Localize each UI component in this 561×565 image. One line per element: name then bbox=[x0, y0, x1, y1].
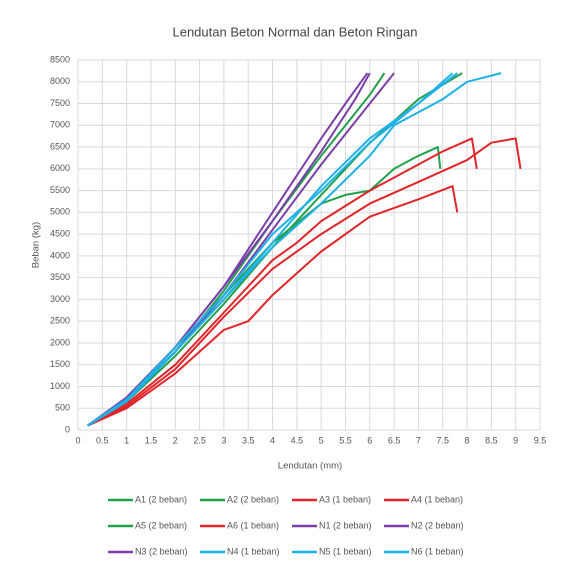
x-tick-label: 8.5 bbox=[485, 435, 498, 445]
legend-label: A4 (1 beban) bbox=[411, 494, 463, 504]
legend-label: N2 (2 beban) bbox=[411, 520, 464, 530]
x-tick-label: 3 bbox=[221, 435, 226, 445]
y-tick-label: 2000 bbox=[50, 337, 70, 347]
y-tick-label: 7500 bbox=[50, 98, 70, 108]
series-line bbox=[87, 137, 478, 427]
x-tick-label: 0.5 bbox=[96, 435, 109, 445]
y-tick-label: 5500 bbox=[50, 185, 70, 195]
y-tick-label: 500 bbox=[55, 403, 70, 413]
series-line bbox=[87, 72, 386, 427]
x-tick-label: 7 bbox=[416, 435, 421, 445]
series-line bbox=[87, 72, 454, 427]
y-tick-label: 1000 bbox=[50, 381, 70, 391]
legend-label: N6 (1 beban) bbox=[411, 546, 464, 556]
series-line bbox=[87, 72, 371, 427]
legend-label: N4 (1 beban) bbox=[227, 546, 280, 556]
x-tick-label: 6 bbox=[367, 435, 372, 445]
y-tick-label: 1500 bbox=[50, 359, 70, 369]
legend-label: A1 (2 beban) bbox=[135, 494, 187, 504]
legend-label: N3 (2 beban) bbox=[135, 546, 188, 556]
y-tick-label: 6500 bbox=[50, 141, 70, 151]
series-line bbox=[87, 137, 522, 427]
x-tick-label: 4.5 bbox=[291, 435, 304, 445]
y-tick-label: 8500 bbox=[50, 54, 70, 64]
x-tick-label: 6.5 bbox=[388, 435, 401, 445]
y-tick-label: 5000 bbox=[50, 207, 70, 217]
y-tick-label: 3500 bbox=[50, 272, 70, 282]
y-tick-label: 6000 bbox=[50, 163, 70, 173]
x-tick-label: 5 bbox=[319, 435, 324, 445]
x-tick-label: 3.5 bbox=[242, 435, 255, 445]
x-axis-title: Lendutan (mm) bbox=[278, 461, 342, 472]
series-line bbox=[87, 72, 395, 427]
legend-label: A3 (1 beban) bbox=[319, 494, 371, 504]
x-tick-label: 0 bbox=[75, 435, 80, 445]
x-tick-label: 4 bbox=[270, 435, 275, 445]
legend-label: N5 (1 beban) bbox=[319, 546, 372, 556]
x-tick-label: 5.5 bbox=[339, 435, 352, 445]
x-tick-label: 2.5 bbox=[193, 435, 206, 445]
x-tick-label: 1.5 bbox=[145, 435, 158, 445]
y-tick-label: 4000 bbox=[50, 250, 70, 260]
x-tick-label: 9.5 bbox=[534, 435, 547, 445]
series-line bbox=[87, 72, 463, 427]
y-tick-label: 0 bbox=[65, 424, 70, 434]
y-tick-label: 7000 bbox=[50, 120, 70, 130]
y-axis-title: Beban (kg) bbox=[31, 222, 42, 268]
x-tick-label: 1 bbox=[124, 435, 129, 445]
x-tick-label: 9 bbox=[513, 435, 518, 445]
legend-label: A6 (1 beban) bbox=[227, 520, 279, 530]
y-tick-label: 8000 bbox=[50, 76, 70, 86]
legend-label: N1 (2 beban) bbox=[319, 520, 372, 530]
chart-title: Lendutan Beton Normal dan Beton Ringan bbox=[172, 24, 417, 39]
series-line bbox=[87, 185, 459, 427]
x-tick-label: 2 bbox=[173, 435, 178, 445]
y-tick-label: 4500 bbox=[50, 228, 70, 238]
y-tick-label: 2500 bbox=[50, 316, 70, 326]
x-tick-label: 7.5 bbox=[436, 435, 449, 445]
x-tick-label: 8 bbox=[465, 435, 470, 445]
y-tick-label: 3000 bbox=[50, 294, 70, 304]
series-line bbox=[87, 72, 458, 427]
legend-label: A2 (2 beban) bbox=[227, 494, 279, 504]
legend-label: A5 (2 beban) bbox=[135, 520, 187, 530]
